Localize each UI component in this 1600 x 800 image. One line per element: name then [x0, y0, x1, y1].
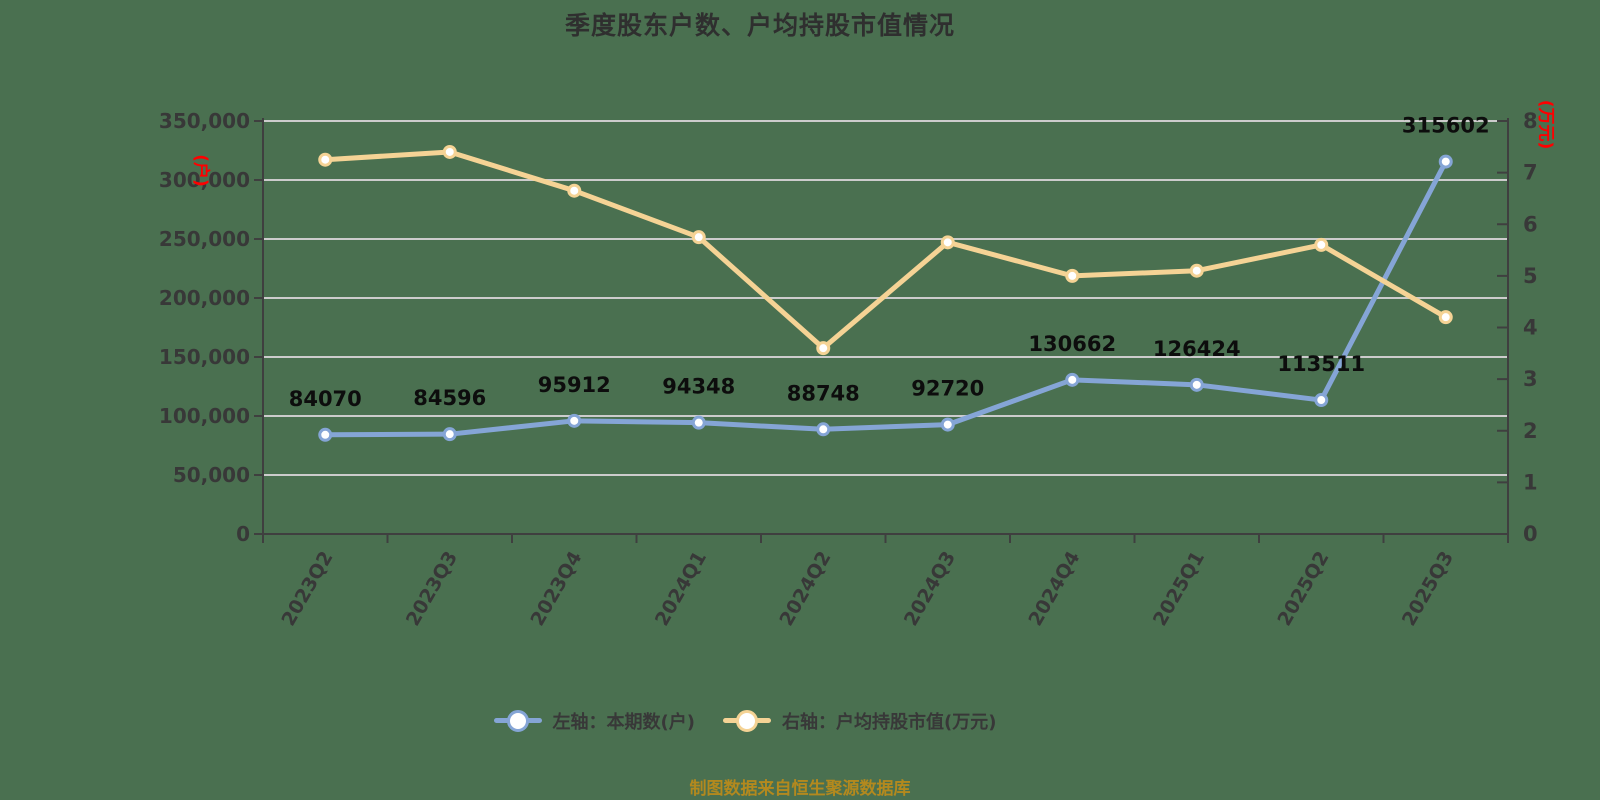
data-point-yellow — [318, 152, 333, 167]
data-label: 130662 — [1028, 332, 1116, 356]
x-axis-label: 2024Q3 — [900, 548, 960, 630]
y-axis-right-tick-label: 0 — [1523, 522, 1538, 546]
data-point-yellow — [691, 230, 706, 245]
legend-item-avg-market-value: 右轴：户均持股市值(万元) — [723, 708, 996, 734]
data-label: 92720 — [911, 377, 984, 401]
series-line-shareholder-count — [322, 159, 1449, 438]
data-label: 88748 — [787, 381, 860, 405]
left-axis-unit-label: (户) — [190, 154, 211, 187]
y-axis-left-tick-label: 250,000 — [159, 227, 250, 251]
data-label: 84070 — [289, 387, 362, 411]
legend-circle-yellow — [736, 710, 758, 732]
data-point-yellow — [1438, 310, 1453, 325]
y-axis-left-tick-label: 300,000 — [159, 168, 250, 192]
series-line-avg-market-value — [322, 149, 1449, 351]
x-axis-label: 2024Q4 — [1024, 548, 1084, 630]
x-axis-label: 2024Q1 — [651, 548, 711, 630]
y-axis-left-tick-label: 350,000 — [159, 109, 250, 133]
data-point-blue — [691, 415, 706, 430]
data-label: 95912 — [538, 373, 611, 397]
data-point-blue — [442, 427, 457, 442]
legend-label-avg-market-value: 右轴：户均持股市值(万元) — [782, 712, 997, 733]
data-point-blue — [1189, 377, 1204, 392]
y-axis-right-tick-label: 3 — [1523, 367, 1538, 391]
y-axis-right-tick-label: 1 — [1523, 470, 1538, 494]
data-point-yellow — [567, 183, 582, 198]
data-point-yellow — [1065, 268, 1080, 283]
y-axis-right-tick-label: 7 — [1523, 161, 1538, 185]
data-point-blue — [318, 427, 333, 442]
y-axis-right-tick-label: 5 — [1523, 264, 1538, 288]
y-axis-left-tick-label: 0 — [236, 522, 250, 546]
data-point-blue — [1438, 154, 1453, 169]
data-point-yellow — [940, 235, 955, 250]
data-point-yellow — [1189, 263, 1204, 278]
y-axis-left-tick-label: 100,000 — [159, 404, 250, 428]
legend-label-shareholder-count: 左轴：本期数(户) — [552, 712, 695, 733]
data-label: 84596 — [413, 386, 486, 410]
y-axis-left-tick-label: 50,000 — [173, 463, 250, 487]
legend-item-shareholder-count: 左轴：本期数(户) — [493, 708, 695, 734]
x-axis-label: 2025Q3 — [1398, 548, 1458, 630]
x-axis-label: 2023Q3 — [402, 548, 462, 630]
x-axis-label: 2024Q2 — [775, 548, 835, 630]
data-point-blue — [567, 413, 582, 428]
data-point-yellow — [442, 144, 457, 159]
legend: 左轴：本期数(户) 右轴：户均持股市值(万元) — [0, 708, 1545, 734]
y-axis-left-tick-label: 150,000 — [159, 345, 250, 369]
x-axis-label: 2025Q2 — [1273, 548, 1333, 630]
data-label: 315602 — [1402, 114, 1490, 138]
data-point-yellow — [1314, 237, 1329, 252]
y-axis-left-tick-label: 200,000 — [159, 286, 250, 310]
data-label: 126424 — [1153, 337, 1241, 361]
y-axis-right-tick-label: 8 — [1523, 109, 1538, 133]
y-axis-right-tick-label: 6 — [1523, 212, 1538, 236]
chart-title: 季度股东户数、户均持股市值情况 — [564, 11, 955, 40]
y-axis-right-tick-label: 4 — [1523, 316, 1538, 340]
y-axis-right-tick-label: 2 — [1523, 419, 1538, 443]
footer-note: 制图数据来自恒生聚源数据库 — [689, 779, 911, 799]
x-axis-label: 2023Q2 — [277, 548, 337, 630]
x-axis-label: 2025Q1 — [1149, 548, 1209, 630]
legend-circle-blue — [506, 710, 529, 732]
data-point-yellow — [816, 341, 831, 356]
data-point-blue — [940, 417, 955, 432]
data-point-blue — [816, 422, 831, 437]
legend-marker-blue — [493, 710, 542, 732]
right-axis-unit-label: (万元) — [1535, 99, 1556, 150]
data-point-blue — [1314, 393, 1329, 408]
data-point-blue — [1065, 372, 1080, 387]
x-axis-label: 2023Q4 — [526, 548, 586, 630]
legend-marker-yellow — [723, 710, 771, 732]
data-label: 94348 — [662, 375, 735, 399]
data-label: 113511 — [1277, 352, 1365, 376]
